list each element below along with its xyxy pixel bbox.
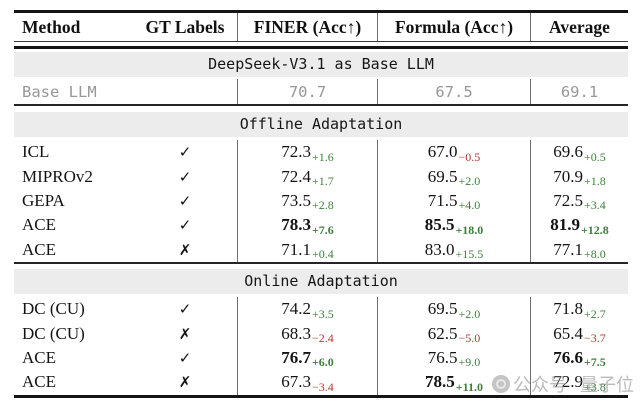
- average-value: 69.1: [530, 79, 628, 104]
- section-header-base-llm: DeepSeek-V3.1 as Base LLM: [14, 52, 628, 77]
- method-label: ACE: [22, 347, 56, 367]
- average-value: 70.9 +1.8: [530, 164, 628, 189]
- watermark-text-2: 量子位: [580, 375, 634, 396]
- formula-value: 83.0 +15.5: [377, 237, 530, 262]
- column-header-average: Average: [530, 13, 628, 41]
- base-llm-row: Base LLM 70.7 67.5 69.1: [14, 79, 628, 104]
- bottom-rule: [14, 394, 628, 398]
- finer-value: 76.7 +6.0: [237, 345, 377, 371]
- table-row: ACE ✗ 71.1 +0.4 83.0 +15.5 77.1 +8.0: [14, 237, 628, 262]
- gt-label-empty: [133, 79, 237, 104]
- column-header-method: Method: [22, 16, 81, 37]
- method-label: MIPROv2: [22, 166, 93, 186]
- finer-value: 78.3 +7.6: [237, 213, 377, 238]
- check-icon: ✓: [178, 191, 192, 210]
- formula-value: 78.5 +11.0: [377, 370, 530, 395]
- method-label: ACE: [22, 239, 56, 259]
- cross-icon: ✗: [178, 373, 192, 392]
- column-header-finer: FINER (Acc↑): [237, 13, 377, 41]
- table-row: ICL ✓ 72.3 +1.6 67.0 −0.5 69.6 +0.5: [14, 140, 628, 165]
- table-row: ACE ✓ 76.7 +6.0 76.5 +9.0 76.6 +7.5: [14, 345, 628, 371]
- table-row: ACE ✗ 67.3 −3.4 78.5 +11.0 72.9 +3.8: [14, 370, 628, 395]
- section-header: Offline Adaptation: [14, 112, 628, 137]
- method-label: ACE: [22, 372, 56, 392]
- method-label: DC (CU): [22, 323, 85, 343]
- table-row: ACE ✓ 78.3 +7.6 85.5 +18.0 81.9 +12.8: [14, 213, 628, 238]
- check-icon: ✓: [178, 300, 192, 319]
- table-row: MIPROv2 ✓ 72.4 +1.7 69.5 +2.0 70.9 +1.8: [14, 164, 628, 189]
- table-row: DC (CU) ✗ 68.3 −2.4 62.5 −5.0 65.4 −3.7: [14, 321, 628, 346]
- formula-value: 67.0 −0.5: [377, 140, 530, 165]
- formula-value: 67.5: [377, 79, 530, 104]
- column-header-gt-labels: GT Labels: [145, 16, 225, 37]
- formula-value: 76.5 +9.0: [377, 345, 530, 371]
- check-icon: ✓: [178, 216, 192, 235]
- results-table: Method GT Labels FINER (Acc↑) Formula (A…: [14, 10, 628, 398]
- formula-value: 62.5 −5.0: [377, 321, 530, 346]
- average-value: 81.9 +12.8: [530, 213, 628, 238]
- watermark-logo-icon: [492, 375, 510, 393]
- formula-value: 69.5 +2.0: [377, 164, 530, 189]
- average-value: 77.1 +8.0: [530, 237, 628, 262]
- cross-icon: ✗: [178, 324, 192, 343]
- watermark: 公众号 量子位: [492, 371, 634, 397]
- method-label: GEPA: [22, 190, 65, 210]
- finer-value: 73.5 +2.8: [237, 188, 377, 214]
- average-value: 72.5 +3.4: [530, 188, 628, 214]
- finer-value: 68.3 −2.4: [237, 321, 377, 346]
- table-row: DC (CU) ✓ 74.2 +3.5 69.5 +2.0 71.8 +2.7: [14, 296, 628, 322]
- table-row: GEPA ✓ 73.5 +2.8 71.5 +4.0 72.5 +3.4: [14, 188, 628, 214]
- formula-value: 69.5 +2.0: [377, 296, 530, 322]
- watermark-text-1: 公众号: [513, 375, 567, 396]
- cross-icon: ✗: [178, 240, 192, 259]
- check-icon: ✓: [178, 348, 192, 367]
- finer-value: 71.1 +0.4: [237, 237, 377, 262]
- adaptation-sections: Offline Adaptation ICL ✓ 72.3 +1.6 67.0 −0…: [14, 112, 628, 395]
- check-icon: ✓: [178, 143, 192, 162]
- table-header-row: Method GT Labels FINER (Acc↑) Formula (A…: [14, 13, 628, 41]
- average-value: 71.8 +2.7: [530, 296, 628, 322]
- average-value: 65.4 −3.7: [530, 321, 628, 346]
- finer-value: 67.3 −3.4: [237, 370, 377, 395]
- finer-value: 74.2 +3.5: [237, 296, 377, 322]
- section-header: Online Adaptation: [14, 268, 628, 294]
- section-divider: [14, 104, 628, 106]
- formula-value: 71.5 +4.0: [377, 188, 530, 214]
- method-label: ICL: [22, 142, 50, 162]
- finer-value: 70.7: [237, 79, 377, 104]
- finer-value: 72.4 +1.7: [237, 164, 377, 189]
- average-value: 69.6 +0.5: [530, 140, 628, 165]
- method-label: ACE: [22, 215, 56, 235]
- formula-value: 85.5 +18.0: [377, 213, 530, 238]
- average-value: 72.9 +3.8: [530, 370, 628, 395]
- method-label: Base LLM: [22, 82, 97, 101]
- average-value: 76.6 +7.5: [530, 345, 628, 371]
- header-thin-rule: [14, 41, 628, 42]
- header-thick-rule: [14, 46, 628, 49]
- column-header-formula: Formula (Acc↑): [377, 13, 530, 41]
- method-label: DC (CU): [22, 299, 85, 319]
- check-icon: ✓: [178, 167, 192, 186]
- finer-value: 72.3 +1.6: [237, 140, 377, 165]
- section-divider: [14, 261, 628, 264]
- top-rule: [14, 10, 628, 13]
